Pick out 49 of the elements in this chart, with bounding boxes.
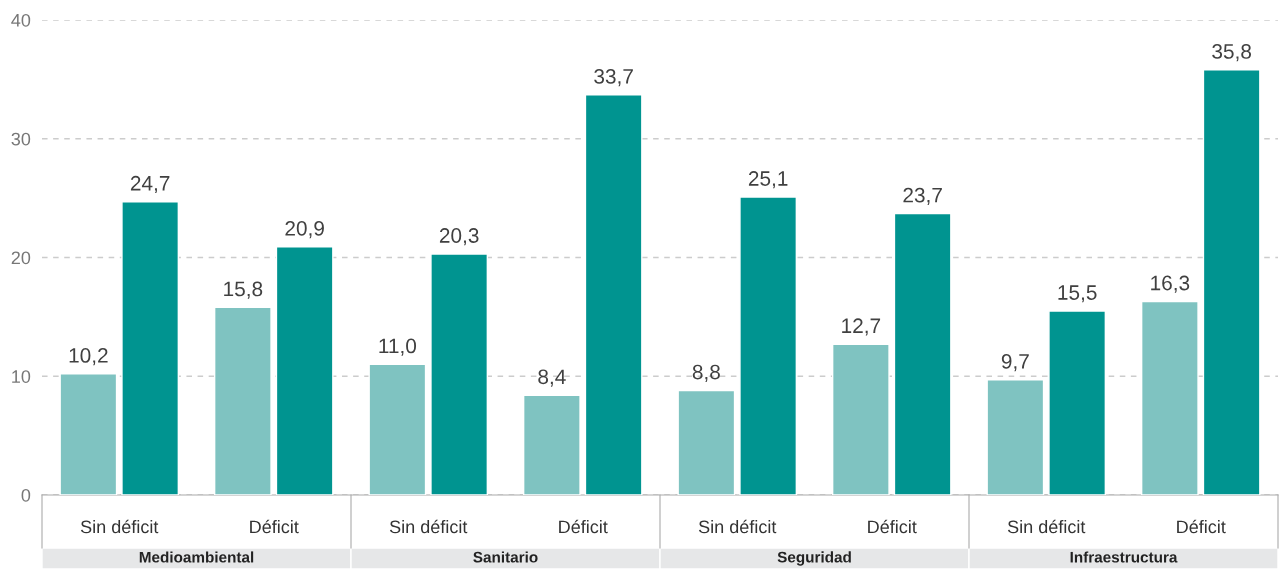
bar	[584, 94, 643, 495]
bar	[1202, 69, 1261, 495]
data-label: 9,7	[1001, 354, 1029, 372]
data-label: 35,8	[1212, 44, 1252, 62]
y-tick-label: 10	[12, 370, 31, 383]
x-tick-label: Sin déficit	[1007, 519, 1086, 534]
data-label: 33,7	[594, 69, 633, 87]
data-label: 8,8	[692, 364, 720, 382]
text: Medioambiental	[139, 551, 254, 563]
y-tick-label: 30	[11, 132, 31, 146]
y-tick-label: 20	[11, 251, 31, 265]
text: Infraestructura	[1070, 551, 1178, 563]
bar	[1140, 300, 1199, 495]
data-label: 12,7	[842, 318, 881, 336]
bar	[1048, 310, 1107, 495]
bar	[739, 196, 798, 495]
data-label: 10,2	[69, 348, 108, 366]
data-label: 11,0	[379, 338, 417, 356]
bar	[275, 246, 334, 495]
x-tick-label: Sin déficit	[80, 519, 159, 534]
bar	[121, 200, 180, 495]
x-tick-label: Déficit	[559, 519, 608, 534]
bar	[986, 379, 1045, 495]
bar	[368, 363, 427, 495]
y-tick-label: 0	[21, 488, 31, 502]
x-tick-label: Sin déficit	[698, 519, 777, 534]
bar	[677, 389, 736, 495]
bar	[831, 343, 890, 495]
text: Sanitario	[473, 551, 538, 563]
data-label: 23,7	[903, 187, 942, 205]
bar	[893, 212, 952, 495]
x-tick-label: Déficit	[868, 519, 917, 534]
y-tick-label: 40	[11, 13, 31, 27]
data-label: 20,3	[439, 228, 479, 246]
text: Seguridad	[777, 551, 851, 566]
data-label: 8,4	[538, 369, 566, 387]
data-label: 20,9	[285, 221, 324, 239]
bar	[430, 253, 489, 495]
x-tick-label: Sin déficit	[389, 519, 468, 534]
bar	[59, 373, 118, 495]
data-label: 16,3	[1151, 275, 1190, 293]
data-label: 15,8	[224, 281, 263, 299]
data-label: 15,5	[1058, 285, 1097, 303]
data-label: 25,1	[748, 171, 788, 189]
bar	[522, 394, 581, 495]
data-label: 24,7	[130, 175, 170, 194]
bar	[213, 306, 272, 495]
x-tick-label: Déficit	[1177, 519, 1226, 534]
x-tick-label: Déficit	[250, 519, 299, 534]
